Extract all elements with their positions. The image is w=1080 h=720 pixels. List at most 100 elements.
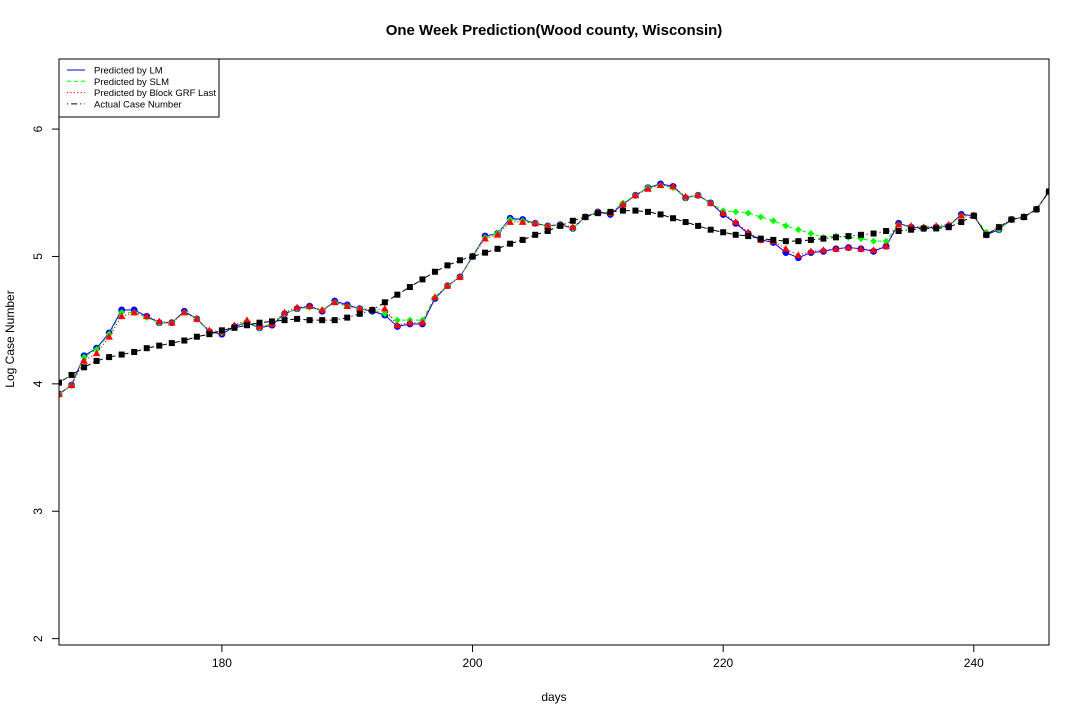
data-point [782,238,789,245]
series-line [59,184,1049,395]
data-point [293,303,301,311]
data-point [256,319,263,326]
data-point [1008,216,1015,223]
legend-box [58,58,220,118]
data-point [857,245,865,252]
data-point [482,249,489,256]
data-point [181,337,188,344]
data-point [343,302,352,309]
data-point [845,233,852,240]
data-point [757,213,765,221]
data-point [832,245,840,252]
x-tick-label: 200 [463,656,483,670]
data-point [644,208,651,215]
data-point [744,209,752,217]
data-point [720,229,727,236]
plot-area [59,180,1049,398]
data-point [431,268,438,275]
data-point [544,227,551,234]
legend-label: Predicted by LM [94,66,163,77]
data-point [93,357,100,364]
data-point [557,222,564,229]
data-point [970,212,977,219]
data-point [344,314,351,321]
data-point [156,342,163,349]
data-point [706,199,715,206]
data-point [381,304,389,312]
legend-label: Actual Case Number [94,99,182,110]
data-point [1020,213,1027,220]
data-point [305,302,314,309]
data-point [494,245,501,252]
data-point [80,353,88,361]
data-point [531,219,540,227]
data-point [958,219,965,226]
data-point [732,208,740,216]
data-point [532,231,539,238]
data-point [782,245,790,252]
y-axis-label: Log Case Number [3,290,17,387]
x-tick-label: 220 [713,656,733,670]
data-point [394,291,401,298]
data-point [381,310,389,318]
data-point [995,224,1002,231]
data-point [105,332,113,340]
data-point [1046,188,1049,195]
data-point [255,322,264,330]
plot-frame [58,58,1050,646]
series-actual-case-number [59,188,1049,386]
data-point [418,318,427,326]
data-point [732,231,739,238]
data-point [167,318,176,326]
data-point [582,213,589,220]
data-point [369,306,376,313]
data-point [945,224,952,231]
data-point [632,207,639,214]
data-point [280,308,289,316]
data-point [657,211,664,218]
data-point [355,304,364,312]
data-point [619,207,626,214]
data-point [908,226,915,233]
data-point [59,390,63,397]
data-point [331,317,338,324]
data-point [118,309,126,316]
series-predicted-by-lm [59,180,1049,398]
data-point [770,236,777,243]
legend-label: Predicted by Block GRF Last [94,88,216,99]
data-point [68,371,75,378]
data-point [782,222,790,230]
data-point [330,298,339,306]
series-line [59,184,1049,395]
data-point [681,192,690,200]
data-point [306,317,313,324]
data-point [443,281,452,289]
data-point [631,191,640,199]
data-point [807,230,815,237]
data-point [670,215,677,222]
y-tick-label: 2 [31,635,45,642]
series-line [59,191,1049,383]
data-point [231,324,238,331]
data-point [644,185,652,192]
data-point [118,351,125,358]
data-point [769,217,777,225]
data-point [869,246,878,253]
data-point [707,226,714,233]
data-point [218,327,225,334]
data-point [894,220,903,228]
data-point [59,379,62,386]
data-point [507,240,514,247]
chart-title: One Week Prediction(Wood county, Wiscons… [386,22,723,39]
data-point [983,231,990,238]
data-point [794,226,802,234]
data-point [719,209,727,216]
data-point [568,223,577,231]
data-point [106,354,113,361]
x-axis-label: days [541,690,566,704]
data-point [193,333,200,340]
data-point [281,317,288,324]
data-point [669,182,677,190]
data-point [619,200,627,208]
